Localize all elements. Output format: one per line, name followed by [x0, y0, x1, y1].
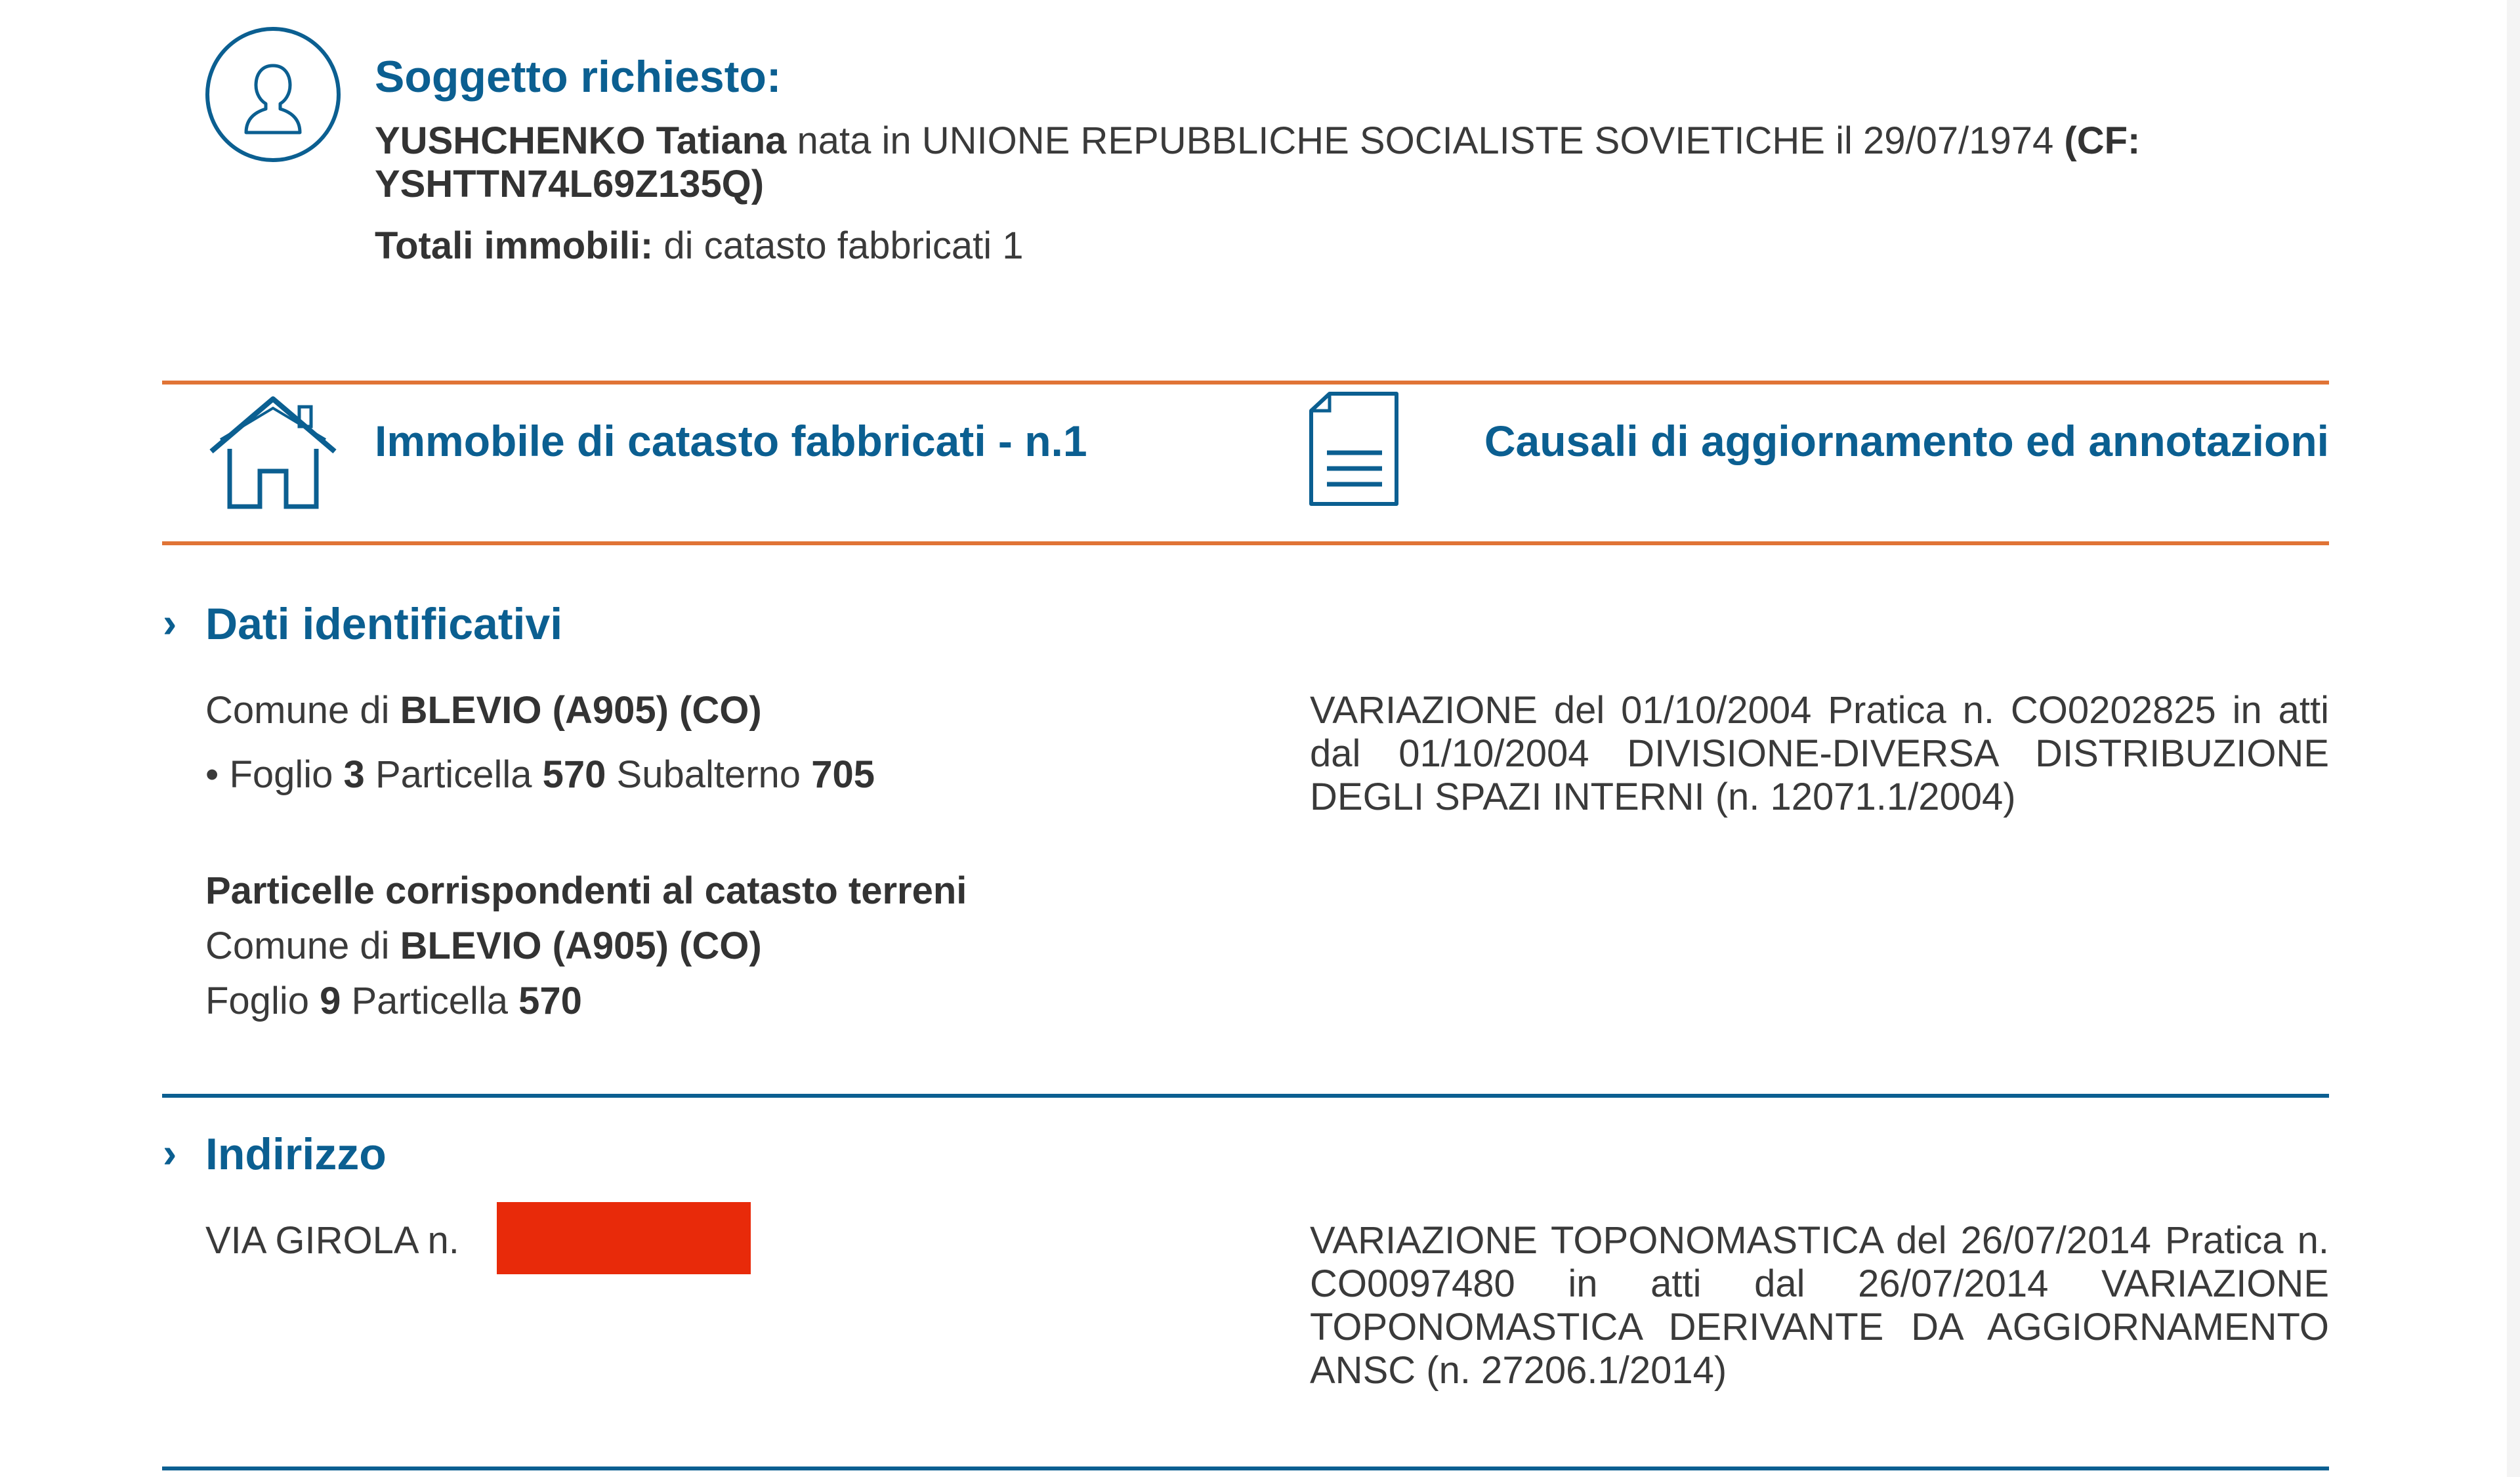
section-indirizzo[interactable]: Indirizzo — [205, 1129, 387, 1179]
section-dati-identificativi[interactable]: Dati identificativi — [205, 599, 563, 649]
address: VIA GIROLA n. — [205, 1219, 459, 1262]
totals-value: di catasto fabbricati 1 — [663, 224, 1024, 267]
property-title: Immobile di catasto fabbricati - n.1 — [375, 417, 1087, 465]
terreni-particella: 570 — [518, 980, 582, 1022]
cf-label: (CF: — [2064, 119, 2141, 162]
terreni-comune-prefix: Comune di — [205, 925, 390, 967]
subject-name: Tatiana — [656, 119, 787, 162]
divider — [162, 381, 2329, 385]
divider — [162, 1467, 2329, 1470]
divider — [162, 1094, 2329, 1098]
subject-birth: nata in UNIONE REPUBBLICHE SOCIALISTE SO… — [797, 119, 2054, 162]
totals-label: Totali immobili: — [375, 224, 654, 267]
subject-title: Soggetto richiesto: — [375, 52, 782, 102]
terreni-block: Particelle corrispondenti al catasto ter… — [205, 863, 967, 1029]
dati-comune: Comune di BLEVIO (A905) (CO) — [205, 689, 762, 732]
terreni-comune: BLEVIO (A905) (CO) — [400, 925, 762, 967]
dati-causale: VARIAZIONE del 01/10/2004 Pratica n. CO0… — [1310, 689, 2329, 818]
totals: Totali immobili: di catasto fabbricati 1 — [375, 224, 1023, 268]
particella-value: 570 — [542, 753, 606, 796]
dati-foglio-row: • Foglio 3 Particella 570 Subalterno 705 — [205, 753, 875, 797]
causali-title: Causali di aggiornamento ed annotazioni — [1484, 417, 2329, 465]
redaction-box — [497, 1202, 751, 1274]
bullet: • — [205, 753, 219, 796]
foglio-value: 3 — [343, 753, 365, 796]
user-icon — [205, 27, 341, 162]
terreni-foglio-label: Foglio — [205, 980, 309, 1022]
terreni-foglio: 9 — [320, 980, 341, 1022]
subject-surname: YUSHCHENKO — [375, 119, 646, 162]
chevron-right-icon[interactable]: › — [163, 599, 177, 646]
terreni-title: Particelle corrispondenti al catasto ter… — [205, 869, 967, 912]
subject-details: YUSHCHENKO Tatiana nata in UNIONE REPUBB… — [375, 119, 2330, 206]
subalterno-value: 705 — [811, 753, 875, 796]
chevron-right-icon[interactable]: › — [163, 1129, 177, 1176]
document-icon — [1309, 392, 1398, 506]
terreni-particella-label: Particella — [351, 980, 509, 1022]
house-icon — [209, 396, 337, 509]
comune-value: BLEVIO (A905) (CO) — [400, 689, 762, 732]
indirizzo-causale: VARIAZIONE TOPONOMASTICA del 26/07/2014 … — [1310, 1219, 2329, 1392]
comune-prefix: Comune di — [205, 689, 390, 732]
particella-label: Particella — [375, 753, 532, 796]
subalterno-label: Subalterno — [616, 753, 801, 796]
foglio-label: Foglio — [229, 753, 333, 796]
divider — [162, 541, 2329, 545]
scrollbar[interactable] — [2507, 0, 2520, 1477]
cf-value: YSHTTN74L69Z135Q) — [375, 163, 765, 205]
